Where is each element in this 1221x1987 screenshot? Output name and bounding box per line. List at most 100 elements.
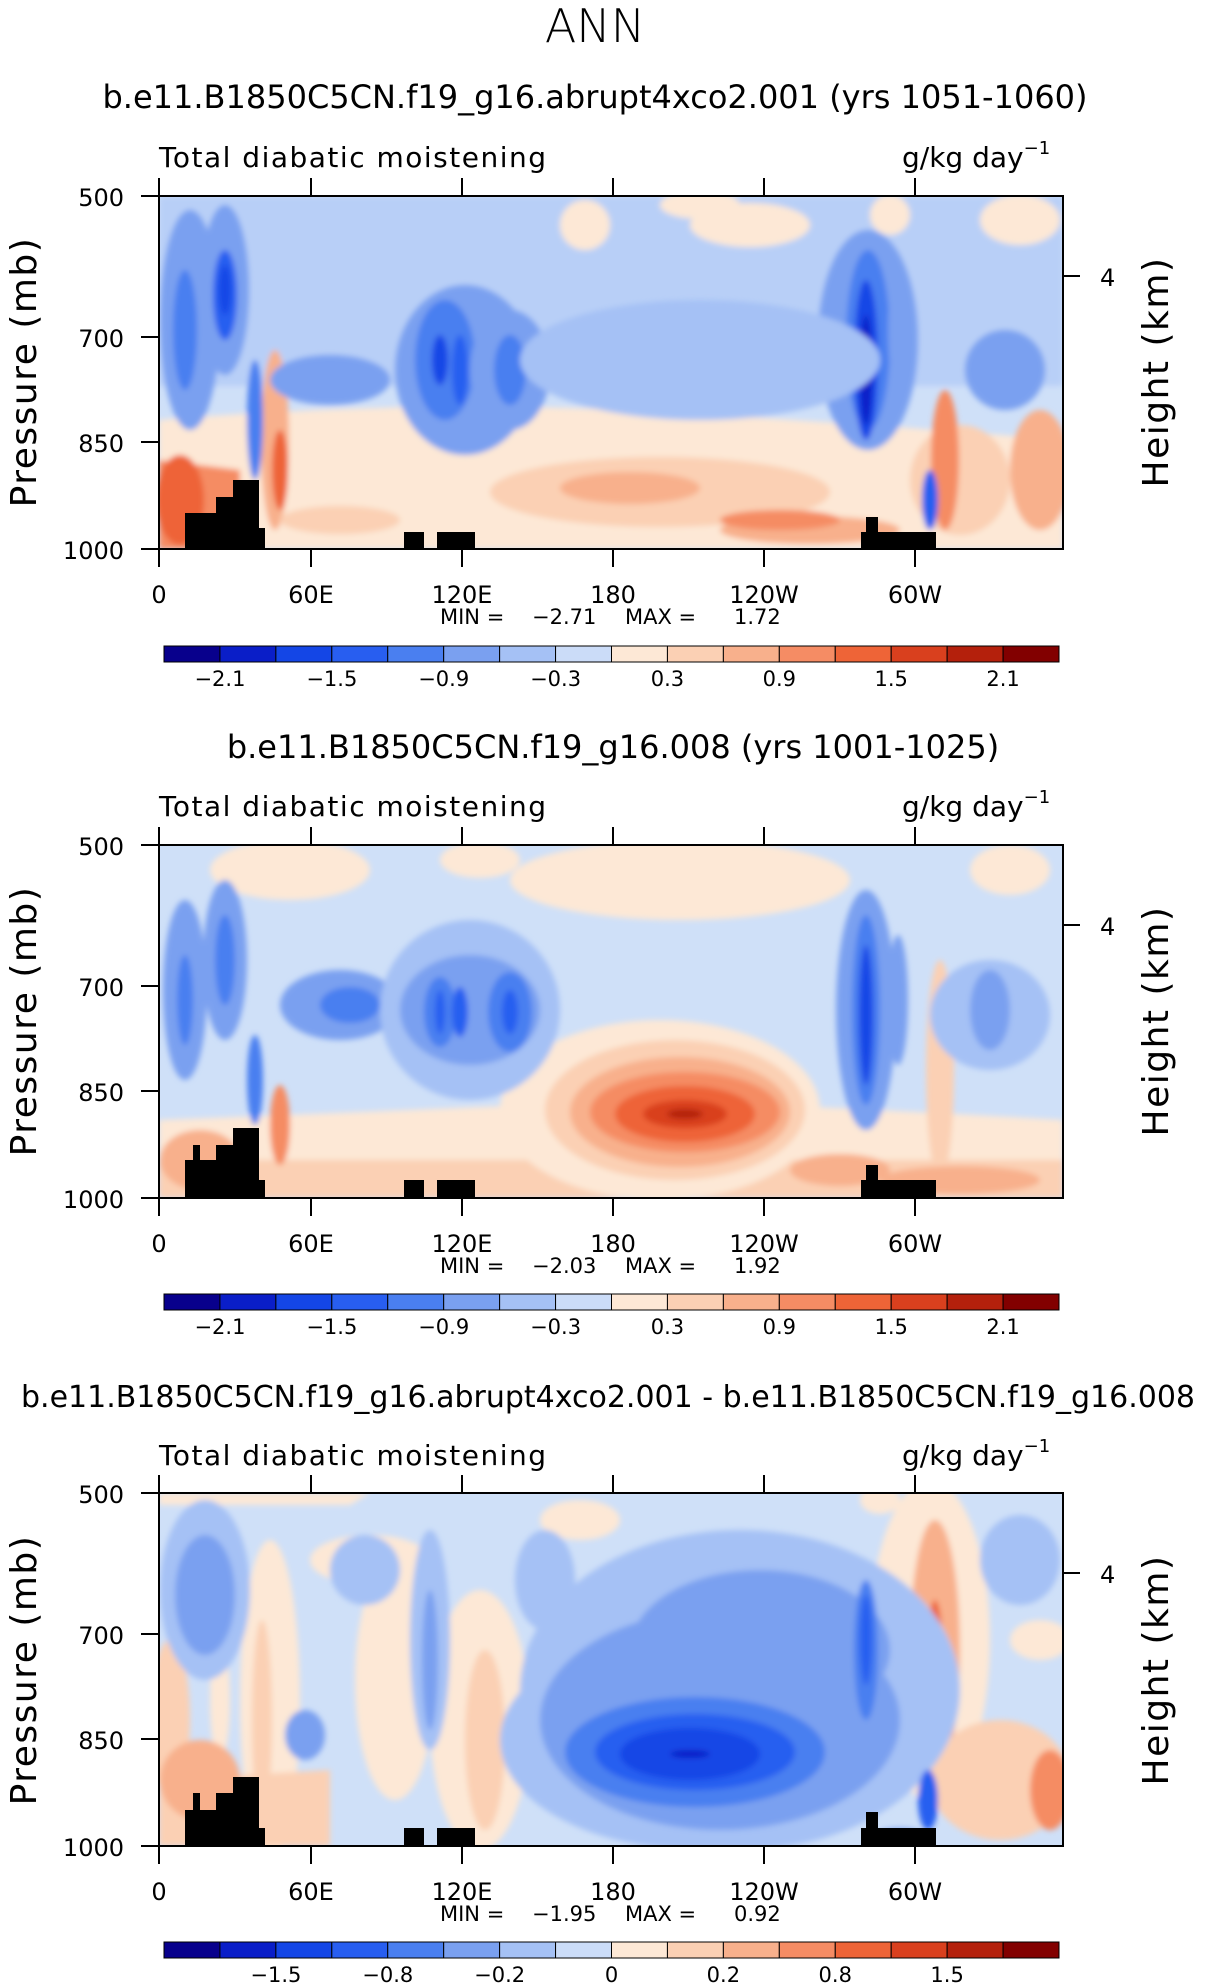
panel-1-units: g/kg day−1 [902,138,1050,174]
panel-2-ticks [141,827,1080,1216]
colorbar-swatch [219,1293,277,1311]
colorbar-swatch [722,1293,780,1311]
panel-3-ytick: 500 [78,1481,124,1509]
panel-1-variable-label: Total diabatic moistening [158,141,548,174]
panel-2-terrain [185,1128,936,1198]
colorbar-swatch [275,645,333,663]
panel-2-ylabel: Pressure (mb) [4,886,45,1157]
colorbar-swatch [387,645,445,663]
colorbar-swatch [890,1941,948,1959]
panel-3-ytick: 700 [78,1622,124,1650]
colorbar-swatch [946,1941,1004,1959]
colorbar-swatch [722,645,780,663]
panel-1-xtick: 120E [432,581,493,609]
colorbar-swatch [331,1293,389,1311]
colorbar-swatch [890,645,948,663]
panel-2-xtick: 180 [590,1230,636,1258]
panel-1-ytick: 1000 [63,537,124,565]
colorbar-swatch [499,1293,557,1311]
colorbar-label: 1.5 [874,1315,907,1339]
panel-3-y2label: Height (km) [1136,1555,1177,1786]
panel-2-ytick: 1000 [63,1186,124,1214]
colorbar-label: 0.9 [763,667,796,691]
panel-2-ytick: 500 [78,833,124,861]
colorbar-swatch [275,1293,333,1311]
panel-1-min-value: −2.71 [532,605,596,629]
panel-1-ytick: 700 [78,325,124,353]
panel-2-ytick: 700 [78,974,124,1002]
colorbar-label: −0.8 [362,1963,413,1987]
panel-1-colorbar: −2.1 −1.5 −0.9 −0.3 0.3 0.9 1.5 2.1 [163,645,1060,691]
panel-3-frame [158,1492,1064,1847]
colorbar-label: −1.5 [250,1963,301,1987]
panel-1-max-label: MAX = [625,605,696,629]
colorbar-swatch [611,1293,668,1311]
panel-1-min-label: MIN = [440,605,504,629]
colorbar-swatch [666,645,724,663]
panel-3-contour-field [159,1493,1063,1846]
panel-2-frame [158,844,1064,1199]
panel-3-xtick: 120W [729,1878,799,1906]
colorbar-swatch [722,1941,780,1959]
panel-2-xtick: 120W [729,1230,799,1258]
colorbar-label: 0.3 [651,1315,684,1339]
panel-3-terrain [185,1777,936,1846]
panel-3-xtick: 60W [888,1878,942,1906]
colorbar-label: −2.1 [194,667,245,691]
figure-title: ANN [545,0,645,53]
panel-1-y2tick: 4 [1100,264,1115,292]
colorbar-swatch [1002,645,1060,663]
panel-1-terrain [185,480,936,549]
colorbar-swatch [163,1941,221,1959]
colorbar-swatch [1002,1293,1060,1311]
panel-3-y2tick: 4 [1100,1561,1115,1589]
panel-1-xtick: 120W [729,581,799,609]
colorbar-swatch [499,1941,557,1959]
colorbar-swatch [834,1941,892,1959]
panel-2-max-value: 1.92 [734,1254,781,1278]
colorbar-swatch [387,1941,445,1959]
panel-3-ytick: 1000 [63,1834,124,1862]
colorbar-swatch [778,645,836,663]
colorbar-label: −0.9 [418,667,469,691]
colorbar-swatch [443,1293,501,1311]
colorbar-label: −0.2 [474,1963,525,1987]
colorbar-swatch [834,645,892,663]
panel-3-title: b.e11.B1850C5CN.f19_g16.abrupt4xco2.001 … [21,1380,1195,1415]
panel-3-max-label: MAX = [625,1902,696,1926]
panel-2-colorbar: −2.1 −1.5 −0.9 −0.3 0.3 0.9 1.5 2.1 [163,1293,1060,1339]
colorbar-swatch [778,1293,836,1311]
colorbar-swatch [555,645,612,663]
panel-2-min-value: −2.03 [532,1254,596,1278]
panel-2-xtick: 60E [288,1230,334,1258]
panel-3-colorbar: −1.5 −0.8 −0.2 0 0.2 0.8 1.5 [163,1941,1060,1987]
colorbar-label: 0 [605,1963,618,1987]
colorbar-swatch [331,1941,389,1959]
panel-3-ylabel: Pressure (mb) [4,1535,45,1806]
colorbar-label: 1.5 [874,667,907,691]
panel-1: b.e11.B1850C5CN.f19_g16.abrupt4xco2.001 … [4,78,1177,691]
colorbar-label: −0.9 [418,1315,469,1339]
panel-3-max-value: 0.92 [734,1902,781,1926]
panel-1-xtick: 0 [151,581,166,609]
colorbar-label: 2.1 [986,667,1019,691]
colorbar-label: 0.9 [763,1315,796,1339]
colorbar-swatch [890,1293,948,1311]
panel-2-variable-label: Total diabatic moistening [158,790,548,823]
panel-2-ytick: 850 [78,1079,124,1107]
colorbar-swatch [946,1293,1004,1311]
colorbar-swatch [219,1941,277,1959]
colorbar-swatch [163,1293,221,1311]
colorbar-label: 0.8 [819,1963,852,1987]
panel-1-ylabel: Pressure (mb) [4,237,45,508]
panel-1-y2label: Height (km) [1136,257,1177,488]
panel-3-min-value: −1.95 [532,1902,596,1926]
panel-2-min-label: MIN = [440,1254,504,1278]
panel-2-xtick: 60W [888,1230,942,1258]
panel-1-ticks [141,178,1080,567]
colorbar-label: −0.3 [530,667,581,691]
colorbar-label: 2.1 [986,1315,1019,1339]
panel-2-title: b.e11.B1850C5CN.f19_g16.008 (yrs 1001-10… [227,728,999,766]
colorbar-swatch [611,645,668,663]
